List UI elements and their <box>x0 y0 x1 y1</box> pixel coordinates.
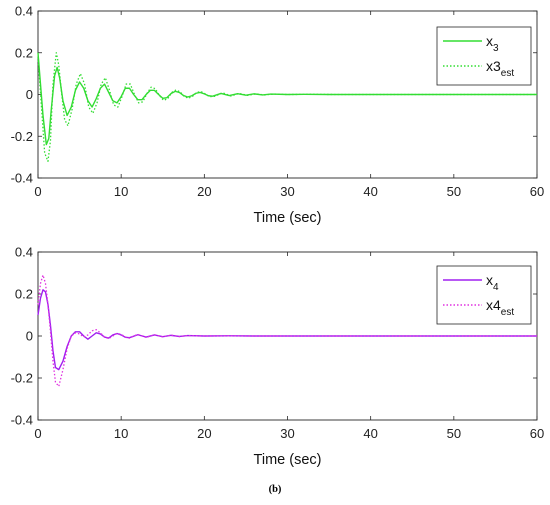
x-tick-label: 30 <box>280 426 294 441</box>
x-tick-label: 60 <box>530 426 544 441</box>
y-tick-label: -0.4 <box>11 171 33 186</box>
y-tick-label: 0.2 <box>15 45 33 60</box>
x-tick-label: 0 <box>34 426 41 441</box>
x-tick-label: 50 <box>447 426 461 441</box>
x-tick-label: 10 <box>114 184 128 199</box>
legend-box <box>436 26 532 86</box>
x-tick-label: 0 <box>34 184 41 199</box>
x-tick-label: 20 <box>197 184 211 199</box>
legend-box <box>436 265 532 325</box>
x-tick-label: 50 <box>447 184 461 199</box>
x-tick-label: 30 <box>280 184 294 199</box>
y-tick-label: 0 <box>26 329 33 344</box>
x-tick-label: 60 <box>530 184 544 199</box>
series-line-x4est <box>37 274 537 388</box>
y-tick-label: 0 <box>26 87 33 102</box>
legend-label-x4est: x4est <box>486 297 514 318</box>
series-line-x3est <box>37 52 537 162</box>
x-tick-label: 10 <box>114 426 128 441</box>
x-axis-label: Time (sec) <box>254 210 322 226</box>
x-tick-label: 40 <box>363 184 377 199</box>
figure-caption: (b) <box>268 484 282 495</box>
y-tick-label: 0.2 <box>15 287 33 302</box>
legend: x3 x3est <box>436 26 532 86</box>
chart-panel-x3: 0 10 20 30 40 50 60 0.4 0.2 0 -0.2 -0.4 Time (sec) x3… <box>11 4 545 227</box>
legend-label-x3est: x3est <box>486 58 514 79</box>
y-tick-label: 0.4 <box>15 4 33 19</box>
legend-label-x4: x4 <box>486 272 499 293</box>
chart-panel-x4: 0 10 20 30 40 50 60 0.4 0.2 0 -0.2 -0.4 Time (sec) x4… <box>11 245 545 469</box>
y-tick-label: -0.2 <box>11 371 33 386</box>
legend: x4 x4est <box>436 265 532 325</box>
x-tick-label: 20 <box>197 426 211 441</box>
y-tick-label: -0.4 <box>11 413 33 428</box>
y-tick-label: 0.4 <box>15 245 33 260</box>
y-tick-label: -0.2 <box>11 129 33 144</box>
legend-label-x3: x3 <box>486 33 499 54</box>
x-axis-label: Time (sec) <box>254 452 322 468</box>
x-tick-label: 40 <box>363 426 377 441</box>
